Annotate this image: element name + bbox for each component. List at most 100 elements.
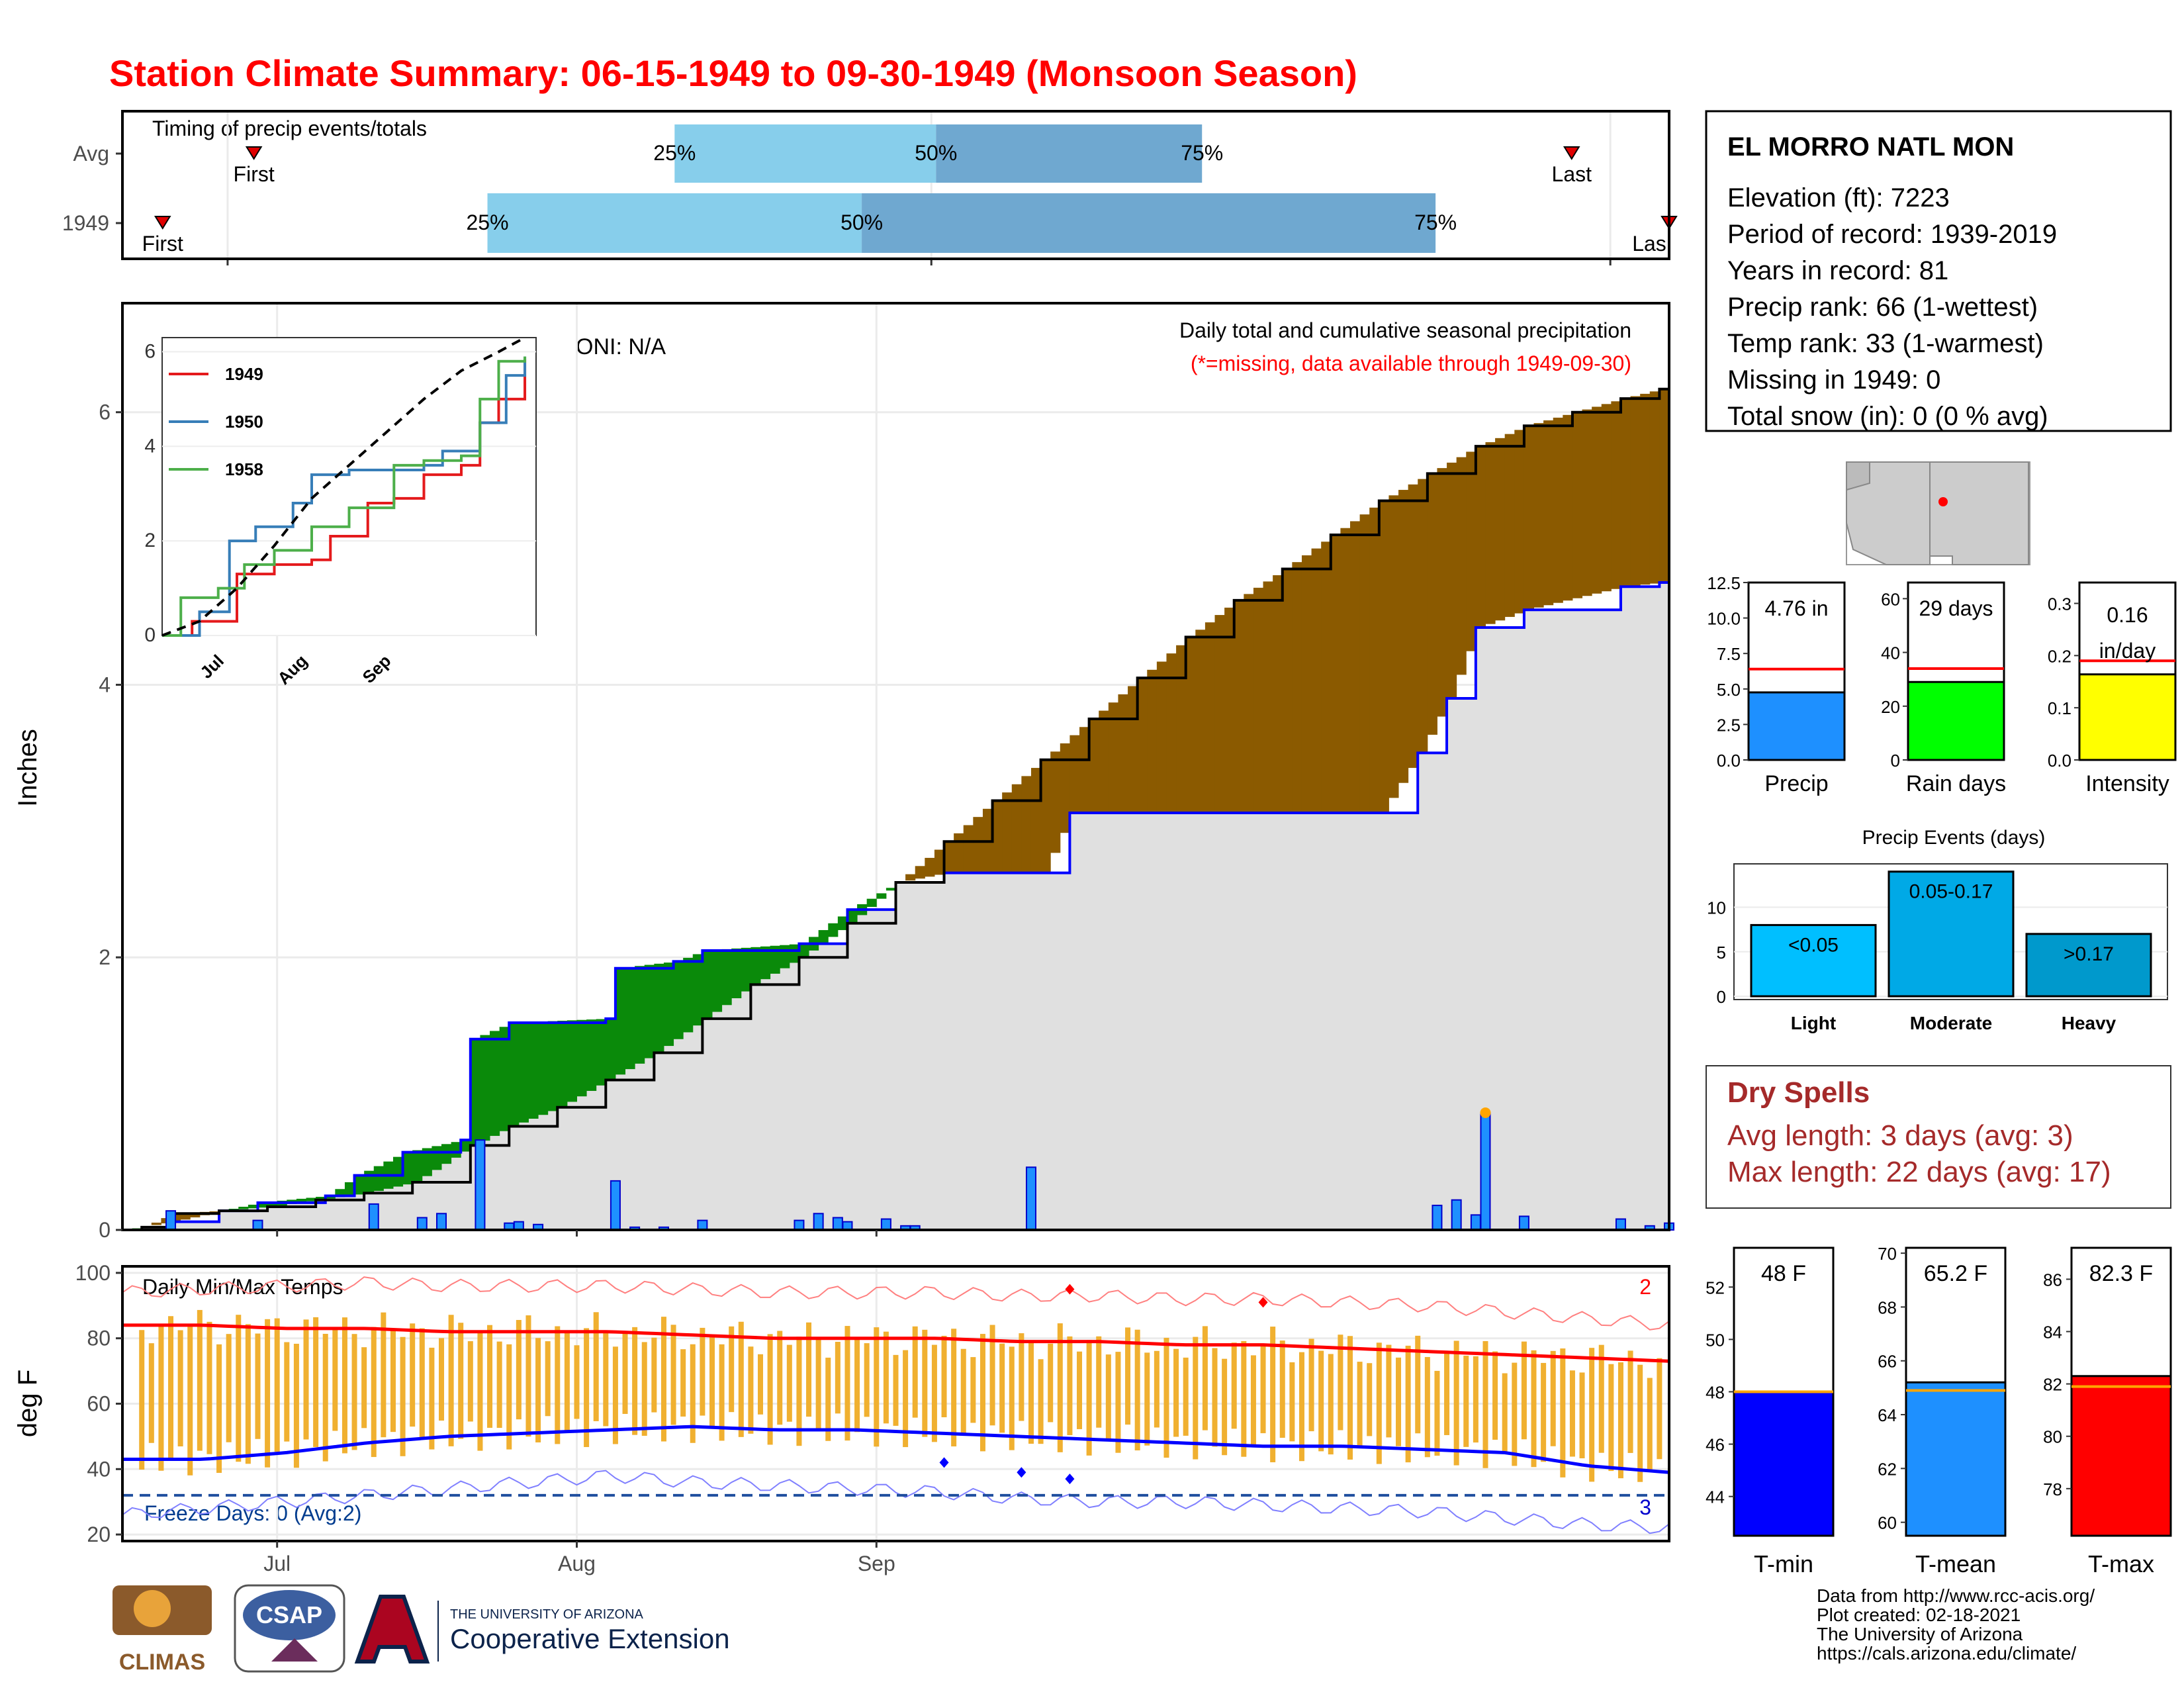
daily-temp-bar bbox=[1386, 1344, 1392, 1438]
daily-temp-bar bbox=[545, 1341, 551, 1417]
temp-bar-tick-label: 50 bbox=[1706, 1330, 1725, 1350]
cumulative-difference-area bbox=[557, 1020, 568, 1107]
temp-ylabel: deg F bbox=[13, 1370, 42, 1437]
csap-cloud bbox=[243, 1590, 336, 1640]
cumulative-difference-area bbox=[992, 800, 1003, 873]
mini-bar-tick-label: 12.5 bbox=[1707, 573, 1741, 593]
daily-temp-bar bbox=[1482, 1340, 1488, 1468]
cumulative-difference-area bbox=[837, 916, 848, 931]
mini-bar-value: 29 days bbox=[1919, 596, 1993, 620]
mini-bar-value: 4.76 in bbox=[1764, 596, 1828, 620]
daily-temp-bar bbox=[1270, 1327, 1276, 1462]
cumulative-difference-area bbox=[451, 1142, 461, 1158]
cumulative-difference-area bbox=[944, 841, 954, 873]
daily-temp-bar bbox=[970, 1357, 976, 1423]
cumulative-difference-area bbox=[432, 1146, 442, 1170]
cumulative-difference-area bbox=[151, 1223, 161, 1225]
daily-temp-bar bbox=[660, 1317, 666, 1442]
daily-temp-bar bbox=[1579, 1372, 1585, 1459]
daily-temp-bar bbox=[1657, 1358, 1662, 1460]
daily-temp-bar bbox=[168, 1316, 174, 1461]
cumulative-difference-area bbox=[306, 1197, 316, 1201]
daily-temp-bar bbox=[1183, 1357, 1189, 1436]
cumulative-difference-area bbox=[799, 943, 809, 958]
daily-temp-bar bbox=[960, 1348, 966, 1434]
temp-lower-count: 3 bbox=[1639, 1495, 1651, 1519]
daily-temp-bar bbox=[670, 1325, 676, 1425]
cumulative-difference-area bbox=[711, 949, 723, 1012]
mini-bar-tick-label: 0.0 bbox=[1717, 751, 1741, 771]
cumulative-difference-area bbox=[354, 1175, 365, 1195]
daily-temp-bar bbox=[1569, 1370, 1575, 1457]
cumulative-difference-area bbox=[625, 966, 635, 1070]
events-tick-label: 5 bbox=[1717, 943, 1726, 962]
station-lines: Elevation (ft): 7223 Period of record: 19… bbox=[1727, 183, 2057, 431]
events-bar-label: <0.05 bbox=[1788, 934, 1839, 956]
cumulative-difference-area bbox=[615, 968, 626, 1075]
daily-temp-bar bbox=[381, 1312, 387, 1438]
dry-spells-title: Dry Spells bbox=[1727, 1076, 1870, 1109]
temp-bar-tick-label: 80 bbox=[2043, 1427, 2062, 1447]
daily-temp-bar bbox=[651, 1337, 657, 1413]
daily-temp-bar bbox=[1502, 1373, 1508, 1454]
mini-bar-label: Rain days bbox=[1906, 771, 2006, 796]
timing-bar-upper-half bbox=[936, 124, 1203, 183]
daily-precip-bar bbox=[436, 1213, 447, 1231]
daily-temp-bar bbox=[796, 1336, 802, 1446]
avg-min-line bbox=[122, 1425, 1670, 1474]
cumulative-difference-area bbox=[441, 1144, 452, 1164]
cumulative-difference-area bbox=[780, 945, 790, 968]
daily-temp-bar bbox=[1367, 1363, 1373, 1436]
daily-temp-bar bbox=[748, 1346, 754, 1434]
footer-credits: Data from http://www.rcc-acis.org/Plot c… bbox=[1817, 1585, 2095, 1664]
station-info-line: Total snow (in): 0 (0 % avg) bbox=[1727, 402, 2048, 431]
temp-bar-tick-label: 82 bbox=[2043, 1375, 2062, 1395]
cumulative-difference-area bbox=[1601, 404, 1612, 592]
cumulative-difference-area bbox=[683, 957, 694, 1033]
station-box-frame bbox=[1705, 110, 2172, 432]
daily-precip-bar bbox=[610, 1180, 621, 1231]
timing-last-label: Last bbox=[1552, 162, 1592, 186]
temp-bar-value: 82.3 F bbox=[2089, 1261, 2153, 1286]
daily-temp-bar bbox=[1627, 1350, 1633, 1453]
daily-precip-bar bbox=[1025, 1166, 1036, 1231]
daily-temp-bar bbox=[815, 1339, 821, 1432]
daily-temp-bar bbox=[1617, 1362, 1623, 1479]
ua-logo: THE UNIVERSITY OF ARIZONA Cooperative Ex… bbox=[354, 1595, 730, 1664]
cumulative-difference-area bbox=[1021, 776, 1032, 873]
daily-precip-bar bbox=[697, 1219, 708, 1231]
station-info-line: Years in record: 81 bbox=[1727, 256, 1948, 285]
cumulative-difference-area bbox=[461, 1140, 471, 1152]
cumulative-difference-area bbox=[538, 1021, 549, 1115]
daily-temp-bar bbox=[1396, 1357, 1402, 1446]
daily-temp-bar bbox=[1550, 1350, 1556, 1446]
daily-precip-bar bbox=[1615, 1218, 1626, 1231]
daily-temp-bar bbox=[1154, 1350, 1160, 1428]
temp-bar-tick-label: 60 bbox=[1878, 1513, 1897, 1533]
cumulative-difference-area bbox=[509, 1023, 520, 1127]
daily-temp-bar bbox=[206, 1321, 212, 1454]
daily-temp-bar bbox=[612, 1346, 618, 1444]
daily-temp-bar bbox=[332, 1328, 338, 1431]
events-category-label: Moderate bbox=[1910, 1013, 1992, 1033]
cumulative-difference-area bbox=[1292, 562, 1302, 813]
daily-temp-bar bbox=[825, 1357, 831, 1441]
daily-temp-bar bbox=[893, 1354, 899, 1426]
cumulative-difference-area bbox=[576, 1019, 587, 1097]
cumulative-difference-area bbox=[190, 1212, 201, 1218]
timing-first-marker bbox=[245, 146, 263, 160]
cumulative-difference-area bbox=[828, 923, 839, 937]
temp-bar-value: 48 F bbox=[1761, 1261, 1806, 1286]
cumulative-difference-area bbox=[1099, 710, 1109, 813]
daily-temp-bar bbox=[148, 1343, 154, 1443]
inset-ytick-label: 2 bbox=[144, 530, 156, 551]
daily-temp-bar bbox=[593, 1312, 599, 1421]
station-name: EL MORRO NATL MON bbox=[1727, 132, 2014, 162]
cumulative-difference-area bbox=[1408, 484, 1418, 769]
daily-temp-bar bbox=[1028, 1342, 1034, 1444]
daily-temp-bar bbox=[1038, 1359, 1044, 1444]
mini-bar-tick-label: 5.0 bbox=[1717, 680, 1741, 700]
dry-spells-avg: Avg length: 3 days (avg: 3) bbox=[1727, 1119, 2073, 1152]
daily-temp-bar bbox=[390, 1329, 396, 1432]
